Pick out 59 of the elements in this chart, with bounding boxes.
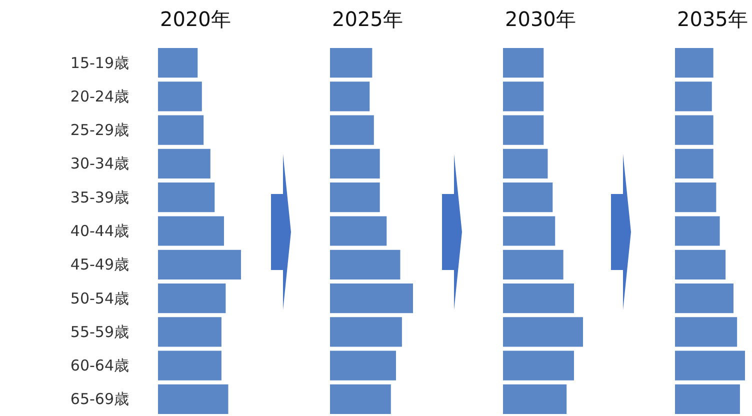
bar [674, 248, 727, 280]
chart-title: 2020年 [160, 7, 231, 31]
bar [157, 383, 230, 415]
bar [157, 350, 222, 382]
bar [674, 383, 741, 415]
bar [157, 248, 242, 280]
bar [329, 316, 403, 348]
bar [329, 114, 375, 146]
y-tick-label: 60-64歳 [70, 356, 129, 375]
bar [157, 215, 225, 247]
y-tick-label: 25-29歳 [70, 121, 129, 140]
bar [329, 282, 414, 314]
bar [674, 47, 714, 79]
bar [674, 350, 746, 382]
chart-title: 2035年 [677, 7, 748, 31]
y-tick-label: 20-24歳 [70, 87, 129, 106]
y-tick-label: 40-44歳 [70, 222, 129, 240]
y-tick-label: 15-19歳 [70, 54, 129, 72]
y-tick-label: 65-69歳 [70, 390, 129, 408]
chart-title: 2025年 [332, 7, 403, 31]
chart-title: 2030年 [505, 7, 576, 31]
bar [502, 80, 545, 112]
bar [329, 80, 371, 112]
bar [674, 215, 721, 247]
bar [329, 248, 402, 280]
bar [157, 80, 203, 112]
bar [674, 114, 714, 146]
y-tick-label: 30-34歳 [70, 154, 129, 173]
bar [329, 215, 388, 247]
bar [329, 350, 397, 382]
bar [157, 47, 199, 79]
bar [502, 47, 545, 79]
y-tick-label: 50-54歳 [70, 289, 129, 308]
bar [502, 350, 575, 382]
bar [157, 114, 205, 146]
bar [157, 316, 222, 348]
bar [157, 282, 227, 314]
y-tick-label: 45-49歳 [70, 256, 129, 274]
bar [674, 182, 718, 214]
bar [502, 282, 575, 314]
bar [502, 182, 554, 214]
bar [502, 248, 564, 280]
bar [502, 383, 568, 415]
bar [674, 316, 738, 348]
bar [502, 148, 549, 180]
bar [502, 114, 545, 146]
bar [157, 148, 212, 180]
bar [329, 148, 381, 180]
bar [329, 383, 392, 415]
bar [157, 182, 216, 214]
bar [502, 215, 556, 247]
bar [674, 282, 734, 314]
bar [674, 80, 713, 112]
y-tick-label: 55-59歳 [70, 322, 129, 341]
bar [674, 148, 714, 180]
bar [329, 182, 381, 214]
y-tick-label: 35-39歳 [70, 188, 129, 206]
bar [502, 316, 584, 348]
bar [329, 47, 374, 79]
